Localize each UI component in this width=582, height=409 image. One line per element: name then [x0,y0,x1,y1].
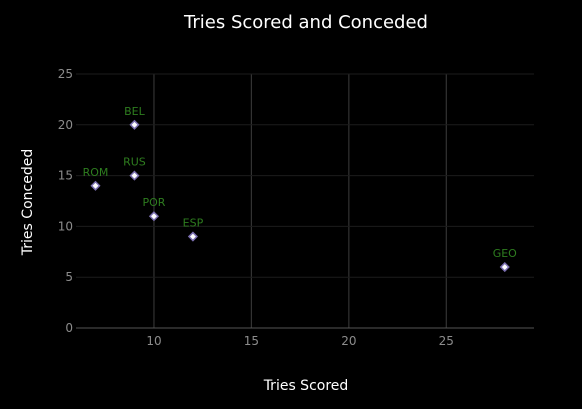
y-tick-label: 25 [58,67,73,81]
y-tick-label: 20 [58,118,73,132]
point-marker-rom [90,180,101,191]
chart-title: Tries Scored and Conceded [183,12,428,33]
y-tick-label: 10 [58,219,73,233]
point-marker-esp [187,231,198,242]
x-tick-label: 15 [244,334,259,348]
x-tick-label: 20 [341,334,356,348]
y-tick-label: 15 [58,169,73,183]
x-axis-title: Tries Scored [263,378,349,394]
tick-labels: 10 15 20 25 0 5 10 15 20 25 [58,67,454,348]
point-marker-bel [129,119,140,130]
point-label-por: POR [142,196,165,209]
point-label-geo: GEO [493,247,517,260]
y-tick-label: 5 [65,270,73,284]
x-tick-label: 25 [439,334,454,348]
data-points: BEL RUS ROM POR ESP GEO [83,105,517,273]
grid [76,73,534,328]
point-marker-por [148,211,160,222]
y-axis-title: Tries Conceded [20,149,36,256]
x-tick-label: 10 [146,334,161,348]
y-tick-label: 0 [65,321,73,335]
point-marker-geo [499,261,510,273]
point-label-bel: BEL [124,105,145,118]
point-label-rom: ROM [83,166,109,179]
point-label-rus: RUS [123,156,146,169]
point-marker-rus [129,170,140,181]
point-label-esp: ESP [183,217,204,230]
